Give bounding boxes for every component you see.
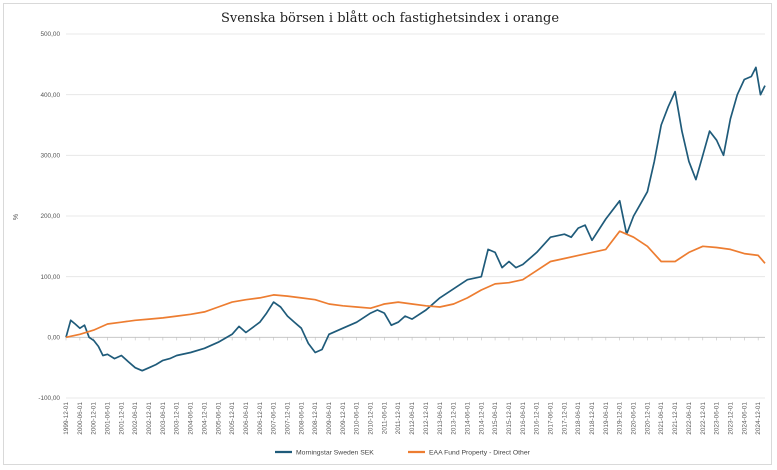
y-axis-label: % xyxy=(13,214,20,220)
x-tick-label: 2000-12-01 xyxy=(91,402,98,435)
x-tick-label: 2008-06-01 xyxy=(298,402,305,435)
x-tick-label: 2013-12-01 xyxy=(451,402,458,435)
legend-label-0: Morningstar Sweden SEK xyxy=(296,450,374,457)
y-tick-label: -100,00 xyxy=(38,395,60,402)
x-tick-label: 2014-06-01 xyxy=(464,402,471,435)
x-tick-label: 2023-12-01 xyxy=(727,402,734,435)
y-tick-labels: -100,00 0,00 100,00 200,00 300,00 400,00 500,0… xyxy=(38,31,60,402)
gridlines xyxy=(66,33,765,399)
y-tick-label: 300,00 xyxy=(40,153,60,160)
x-tick-label: 2012-06-01 xyxy=(409,402,416,435)
series-line-1 xyxy=(65,230,766,339)
x-tick-label: 2017-12-01 xyxy=(561,402,568,435)
x-tick-label: 2004-06-01 xyxy=(188,402,195,435)
x-tick-label: 2015-06-01 xyxy=(492,402,499,435)
x-tick-label: 2021-06-01 xyxy=(658,402,665,435)
x-tick-label: 2010-12-01 xyxy=(368,402,375,435)
x-tick-label: 2008-12-01 xyxy=(312,402,319,435)
x-tick-label: 1999-12-01 xyxy=(63,402,70,435)
x-tick-label: 2011-06-01 xyxy=(381,402,388,435)
legend-label-1: EAA Fund Property - Direct Other xyxy=(429,450,531,457)
x-tick-label: 2005-06-01 xyxy=(215,402,222,435)
y-tick-label: 200,00 xyxy=(40,213,60,220)
series-line-0 xyxy=(65,66,766,372)
x-tick-label: 2021-12-01 xyxy=(672,402,679,435)
x-tick-label: 2018-06-01 xyxy=(575,402,582,435)
x-tick-label: 2022-06-01 xyxy=(686,402,693,435)
x-tick-label: 2020-12-01 xyxy=(644,402,651,435)
x-tick-label: 2006-06-01 xyxy=(243,402,250,435)
x-tick-label: 2007-06-01 xyxy=(271,402,278,435)
y-tick-label: 500,00 xyxy=(40,31,60,38)
x-tick-label: 2022-12-01 xyxy=(700,402,707,435)
x-tick-label: 2005-12-01 xyxy=(229,402,236,435)
chart-title: Svenska börsen i blått och fastighetsind… xyxy=(221,10,559,26)
x-tick-label: 2013-06-01 xyxy=(437,402,444,435)
legend: Morningstar Sweden SEK EAA Fund Property… xyxy=(275,450,531,457)
y-tick-label: 400,00 xyxy=(40,92,60,99)
x-tick-label: 2011-12-01 xyxy=(395,402,402,435)
x-tick-label: 2002-06-01 xyxy=(132,402,139,435)
x-tick-label: 2020-06-01 xyxy=(631,402,638,435)
series-lines xyxy=(65,66,766,372)
x-tick-label: 2001-06-01 xyxy=(105,402,112,435)
x-tick-label: 2009-12-01 xyxy=(340,402,347,435)
x-tick-label: 2017-06-01 xyxy=(547,402,554,435)
x-tick-label: 2019-06-01 xyxy=(603,402,610,435)
x-tick-label: 2009-06-01 xyxy=(326,402,333,435)
x-tick-label: 2001-12-01 xyxy=(118,402,125,435)
x-tick-label: 2002-12-01 xyxy=(146,402,153,435)
x-tick-label: 2024-12-01 xyxy=(755,402,762,435)
x-tick-label: 2004-12-01 xyxy=(201,402,208,435)
x-tick-label: 2003-06-01 xyxy=(160,402,167,435)
x-tick-label: 2018-12-01 xyxy=(589,402,596,435)
x-tick-label: 2014-12-01 xyxy=(478,402,485,435)
x-tick-label: 2023-06-01 xyxy=(714,402,721,435)
x-tick-label: 2015-12-01 xyxy=(506,402,513,435)
x-tick-label: 2003-12-01 xyxy=(174,402,181,435)
y-tick-label: 0,00 xyxy=(48,335,61,342)
x-tick-labels: 1999-12-01 2000-06-01 2000-12-01 2001-06-01… xyxy=(63,337,762,435)
x-tick-label: 2007-12-01 xyxy=(284,402,291,435)
x-tick-label: 2016-12-01 xyxy=(534,402,541,435)
x-tick-label: 2006-12-01 xyxy=(257,402,264,435)
x-tick-label: 2016-06-01 xyxy=(520,402,527,435)
x-tick-label: 2019-12-01 xyxy=(617,402,624,435)
chart-frame xyxy=(3,3,772,465)
x-tick-label: 2010-06-01 xyxy=(354,402,361,435)
y-tick-label: 100,00 xyxy=(40,274,60,281)
x-tick-label: 2000-06-01 xyxy=(77,402,84,435)
x-tick-label: 2012-12-01 xyxy=(423,402,430,435)
x-tick-label: 2024-06-01 xyxy=(741,402,748,435)
